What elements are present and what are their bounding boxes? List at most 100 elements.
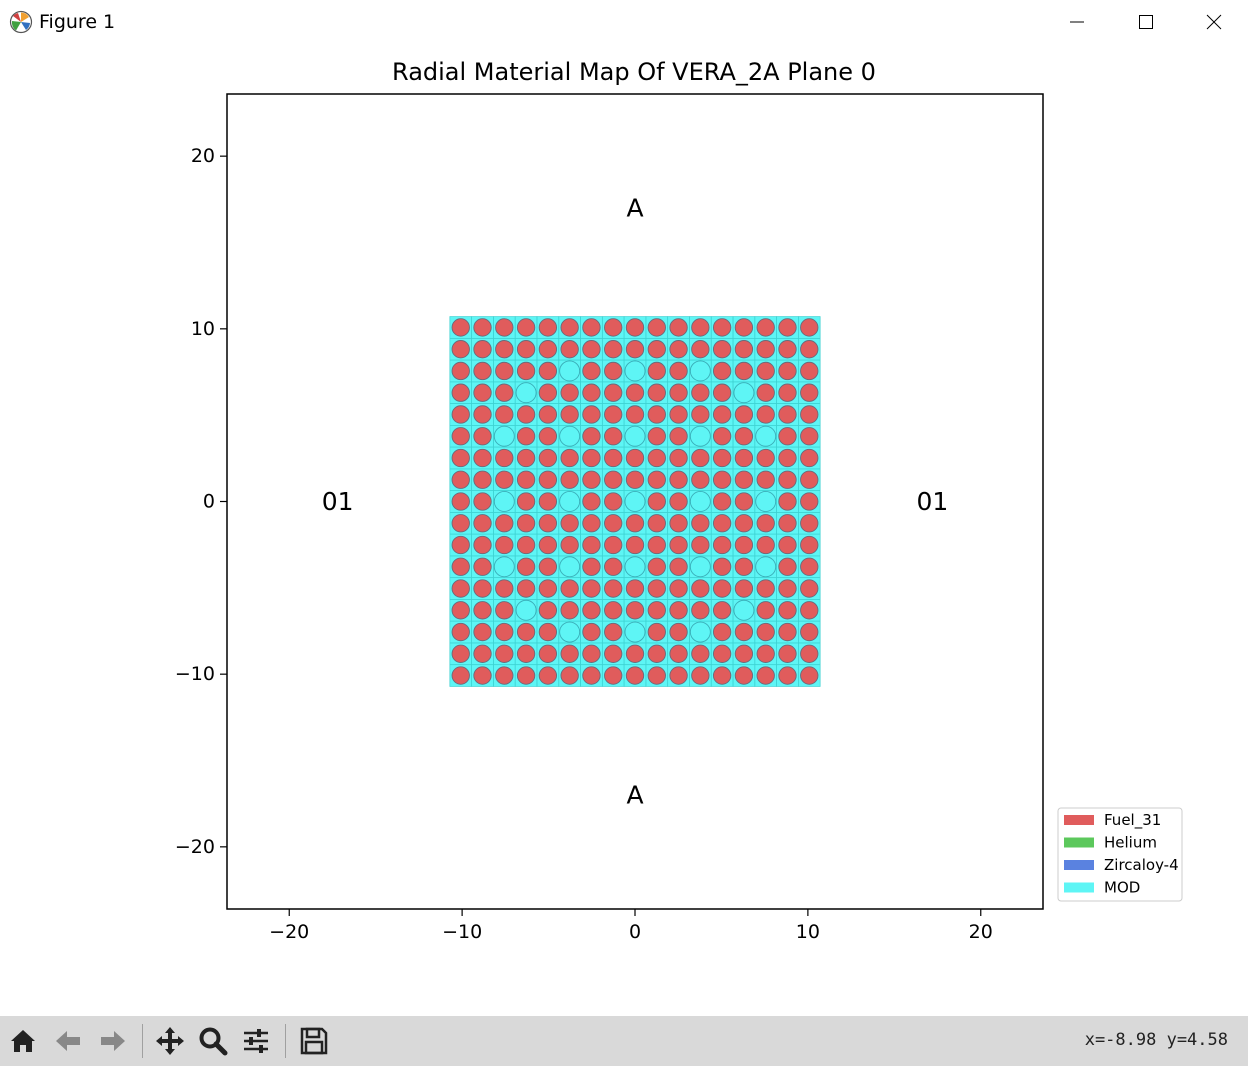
fuel-pin [451, 514, 470, 533]
close-button[interactable] [1180, 0, 1248, 44]
fuel-pin [582, 666, 601, 685]
fuel-pin [582, 535, 601, 555]
fuel-pin [647, 427, 666, 446]
fuel-pin [712, 405, 732, 424]
fuel-pin [691, 644, 710, 663]
guide-tube-pin [689, 556, 711, 578]
fuel-pin [473, 535, 492, 555]
fuel-pin [712, 492, 732, 511]
fuel-pin [669, 427, 688, 446]
fuel-pin [582, 601, 601, 620]
fuel-pin [691, 383, 710, 402]
fuel-pin [625, 318, 645, 337]
guide-tube-pin [755, 556, 777, 578]
fuel-pin [756, 405, 775, 424]
fuel-pin [451, 601, 470, 620]
fuel-pin [604, 601, 623, 620]
move-icon [156, 1027, 184, 1055]
fuel-pin [691, 601, 710, 620]
pan-button[interactable] [151, 1024, 189, 1058]
fuel-pin [734, 405, 754, 424]
guide-tube-pin [515, 382, 537, 404]
fuel-pin [625, 579, 645, 598]
fuel-pin [669, 405, 688, 424]
fuel-pin [712, 666, 732, 685]
fuel-pin [669, 535, 688, 555]
navigation-toolbar: x=-8.98 y=4.58 [0, 1016, 1248, 1066]
fuel-pin [495, 383, 514, 402]
fuel-pin [691, 666, 710, 685]
fuel-pin [604, 622, 623, 642]
fuel-pin [451, 470, 470, 489]
home-button[interactable] [4, 1024, 42, 1058]
fuel-pin [669, 644, 688, 663]
fuel-pin [604, 383, 623, 402]
fuel-pin [582, 514, 601, 533]
fuel-pin [647, 492, 666, 511]
magnifier-icon [199, 1027, 228, 1056]
minimize-button[interactable] [1043, 0, 1111, 44]
fuel-pin [712, 361, 732, 381]
fuel-pin [778, 514, 797, 533]
guide-tube-pin [559, 425, 581, 447]
fuel-pin [712, 470, 732, 489]
material-map-chart: Radial Material Map Of VERA_2A Plane 0 A… [175, 58, 1183, 943]
fuel-pin [473, 448, 492, 468]
fuel-pin [647, 557, 666, 576]
fuel-pin [778, 448, 797, 468]
maximize-button[interactable] [1112, 0, 1180, 44]
guide-tube-pin [493, 556, 515, 578]
fuel-pin [473, 470, 492, 489]
window-titlebar: Figure 1 [0, 0, 1248, 44]
fuel-pin [800, 383, 819, 402]
y-tick-label: −20 [175, 836, 215, 858]
fuel-pin [516, 579, 536, 598]
save-button[interactable] [295, 1024, 333, 1058]
fuel-pin [756, 340, 775, 359]
fuel-pin [451, 535, 470, 555]
legend-label: MOD [1104, 879, 1140, 897]
fuel-pin [756, 535, 775, 555]
x-tick-label: −10 [442, 921, 482, 943]
fuel-pin [734, 514, 754, 533]
fuel-pin [538, 405, 558, 424]
fuel-pin [691, 514, 710, 533]
fuel-pin [582, 622, 601, 642]
legend-label: Fuel_31 [1104, 811, 1161, 830]
fuel-pin [582, 644, 601, 663]
minimize-icon [1070, 21, 1084, 23]
fuel-pin [495, 448, 514, 468]
guide-tube-pin [733, 382, 755, 404]
fuel-pin [691, 535, 710, 555]
arrow-right-icon [101, 1031, 125, 1051]
fuel-pin [756, 318, 775, 337]
fuel-pin [778, 666, 797, 685]
fuel-pin [451, 579, 470, 598]
configure-subplots-button[interactable] [237, 1024, 275, 1058]
fuel-pin [582, 492, 601, 511]
fuel-pin [712, 427, 732, 446]
fuel-pin [538, 448, 558, 468]
fuel-pin [712, 535, 732, 555]
fuel-pin [669, 383, 688, 402]
fuel-pin [756, 666, 775, 685]
forward-button[interactable] [94, 1024, 132, 1058]
fuel-pin [734, 666, 754, 685]
fuel-pin [604, 579, 623, 598]
fuel-pin [778, 340, 797, 359]
back-button[interactable] [49, 1024, 87, 1058]
guide-tube-pin [559, 556, 581, 578]
fuel-pin [647, 405, 666, 424]
zoom-button[interactable] [194, 1024, 232, 1058]
figure-canvas[interactable]: Radial Material Map Of VERA_2A Plane 0 A… [0, 44, 1248, 1016]
fuel-pin [516, 448, 536, 468]
legend: Fuel_31 Helium Zircaloy-4 MOD [1057, 807, 1183, 902]
maximize-icon [1139, 15, 1153, 29]
fuel-pin [756, 644, 775, 663]
fuel-pin [800, 470, 819, 489]
fuel-pin [778, 318, 797, 337]
fuel-pin [800, 535, 819, 555]
fuel-pin [538, 340, 558, 359]
fuel-pin [604, 666, 623, 685]
fuel-pin [778, 622, 797, 642]
